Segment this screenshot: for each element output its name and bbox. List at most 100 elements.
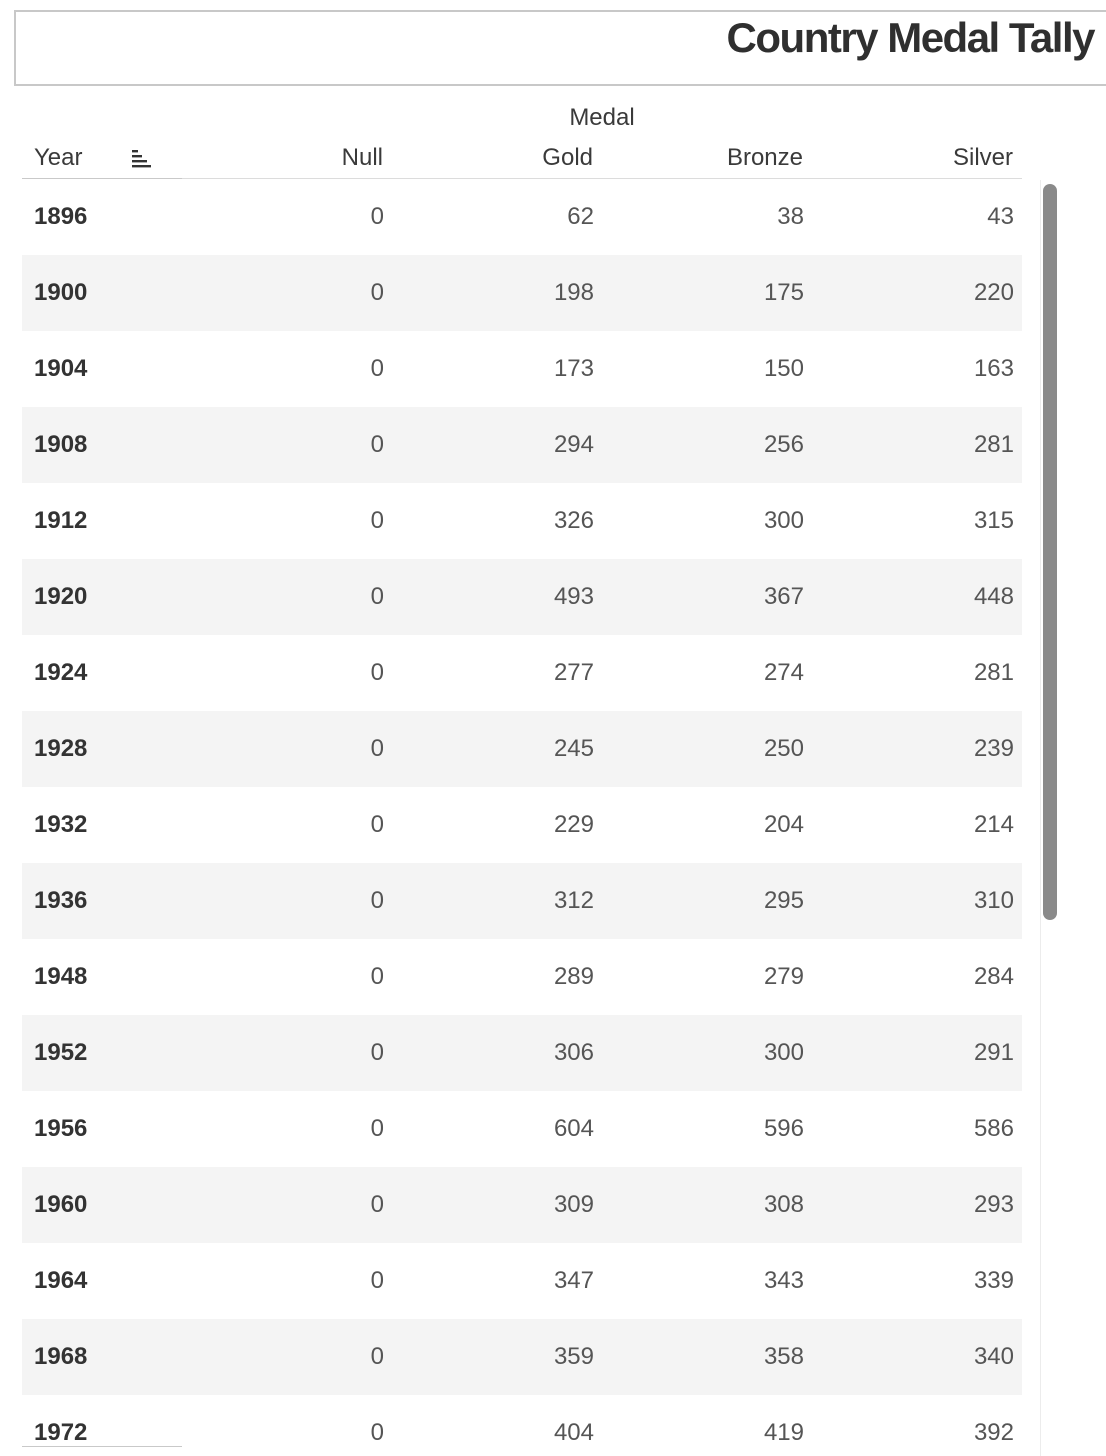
cell-year: 1912 — [34, 507, 88, 534]
table-row[interactable]: 1908 0 294 256 281 — [22, 407, 1022, 483]
table-row[interactable]: 1932 0 229 204 214 — [22, 787, 1022, 863]
header-divider — [182, 178, 1022, 179]
cell-silver: 293 — [973, 1191, 1014, 1218]
cell-year: 1900 — [34, 279, 88, 306]
cell-gold: 245 — [553, 735, 594, 762]
table-row[interactable]: 1912 0 326 300 315 — [22, 483, 1022, 559]
cell-year: 1932 — [34, 811, 88, 838]
table-row[interactable]: 1968 0 359 358 340 — [22, 1319, 1022, 1395]
cell-year: 1956 — [34, 1115, 88, 1142]
cell-bronze: 367 — [763, 583, 804, 610]
cell-year: 1948 — [34, 963, 88, 990]
cell-gold: 309 — [553, 1191, 594, 1218]
cell-year: 1920 — [34, 583, 88, 610]
cell-year: 1936 — [34, 887, 88, 914]
cell-bronze: 300 — [763, 507, 804, 534]
cell-bronze: 308 — [763, 1191, 804, 1218]
cell-bronze: 358 — [763, 1343, 804, 1370]
cell-null: 0 — [370, 355, 384, 382]
table-row[interactable]: 1948 0 289 279 284 — [22, 939, 1022, 1015]
cell-null: 0 — [370, 507, 384, 534]
cell-null: 0 — [370, 1419, 384, 1446]
cell-bronze: 295 — [763, 887, 804, 914]
cell-year: 1960 — [34, 1191, 88, 1218]
column-group-header-medal: Medal — [569, 104, 635, 131]
cell-silver: 43 — [987, 203, 1014, 230]
cell-bronze: 204 — [763, 811, 804, 838]
column-header-bronze[interactable]: Bronze — [726, 144, 803, 171]
cell-year: 1972 — [34, 1419, 88, 1446]
column-header-null[interactable]: Null — [341, 144, 383, 171]
cell-silver: 281 — [973, 431, 1014, 458]
cell-bronze: 175 — [763, 279, 804, 306]
cell-null: 0 — [370, 583, 384, 610]
cell-silver: 339 — [973, 1267, 1014, 1294]
cell-silver: 291 — [973, 1039, 1014, 1066]
table-row[interactable]: 1920 0 493 367 448 — [22, 559, 1022, 635]
table-row[interactable]: 1960 0 309 308 293 — [22, 1167, 1022, 1243]
cell-gold: 604 — [553, 1115, 594, 1142]
cell-bronze: 419 — [763, 1419, 804, 1446]
page-title: Country Medal Tally — [726, 14, 1096, 61]
table-row[interactable]: 1936 0 312 295 310 — [22, 863, 1022, 939]
table-row[interactable]: 1928 0 245 250 239 — [22, 711, 1022, 787]
cell-gold: 62 — [567, 203, 594, 230]
column-header-gold[interactable]: Gold — [542, 144, 593, 171]
cell-year: 1924 — [34, 659, 88, 686]
table-row[interactable]: 1924 0 277 274 281 — [22, 635, 1022, 711]
cell-silver: 214 — [973, 811, 1014, 838]
cell-null: 0 — [370, 1343, 384, 1370]
cell-bronze: 596 — [763, 1115, 804, 1142]
cell-null: 0 — [370, 1267, 384, 1294]
cell-silver: 586 — [973, 1115, 1014, 1142]
cell-null: 0 — [370, 1039, 384, 1066]
column-header-year[interactable]: Year — [34, 144, 83, 171]
cell-bronze: 274 — [763, 659, 804, 686]
cell-null: 0 — [370, 887, 384, 914]
table-row[interactable]: 1900 0 198 175 220 — [22, 255, 1022, 331]
cell-bronze: 343 — [763, 1267, 804, 1294]
cell-bronze: 150 — [763, 355, 804, 382]
title-panel: Country Medal Tally — [14, 10, 1106, 86]
cell-gold: 326 — [553, 507, 594, 534]
header-divider-year — [22, 178, 182, 179]
vertical-scrollbar-thumb[interactable] — [1043, 184, 1057, 920]
table-row[interactable]: 1964 0 347 343 339 — [22, 1243, 1022, 1319]
cell-silver: 448 — [973, 583, 1014, 610]
cell-bronze: 300 — [763, 1039, 804, 1066]
cell-year: 1908 — [34, 431, 88, 458]
table-row[interactable]: 1952 0 306 300 291 — [22, 1015, 1022, 1091]
cell-gold: 294 — [553, 431, 594, 458]
table-row[interactable]: 1896 0 62 38 43 — [22, 179, 1022, 255]
cell-silver: 163 — [973, 355, 1014, 382]
cell-silver: 284 — [973, 963, 1014, 990]
cell-null: 0 — [370, 735, 384, 762]
cell-silver: 315 — [973, 507, 1014, 534]
table-row[interactable]: 1904 0 173 150 163 — [22, 331, 1022, 407]
column-header-silver[interactable]: Silver — [952, 144, 1013, 171]
cell-gold: 493 — [553, 583, 594, 610]
cell-gold: 289 — [553, 963, 594, 990]
cell-gold: 306 — [553, 1039, 594, 1066]
cell-null: 0 — [370, 1191, 384, 1218]
sort-descending-icon[interactable] — [130, 148, 152, 168]
cell-silver: 220 — [973, 279, 1014, 306]
cell-silver: 340 — [973, 1343, 1014, 1370]
cell-gold: 404 — [553, 1419, 594, 1446]
cell-year: 1964 — [34, 1267, 88, 1294]
cell-null: 0 — [370, 203, 384, 230]
table-body[interactable]: 1896 0 62 38 43 1900 0 198 175 220 1904 0 173 150 163 1… — [22, 179, 1022, 1456]
cell-year: 1896 — [34, 203, 88, 230]
table-row[interactable]: 1972 0 404 419 392 — [22, 1395, 1022, 1456]
cell-bronze: 256 — [763, 431, 804, 458]
year-column-bottom-divider — [22, 1446, 182, 1447]
cell-gold: 277 — [553, 659, 594, 686]
cell-gold: 347 — [553, 1267, 594, 1294]
table-row[interactable]: 1956 0 604 596 586 — [22, 1091, 1022, 1167]
cell-gold: 312 — [553, 887, 594, 914]
cell-year: 1928 — [34, 735, 88, 762]
cell-bronze: 279 — [763, 963, 804, 990]
cell-silver: 239 — [973, 735, 1014, 762]
cell-bronze: 38 — [777, 203, 804, 230]
cell-null: 0 — [370, 279, 384, 306]
